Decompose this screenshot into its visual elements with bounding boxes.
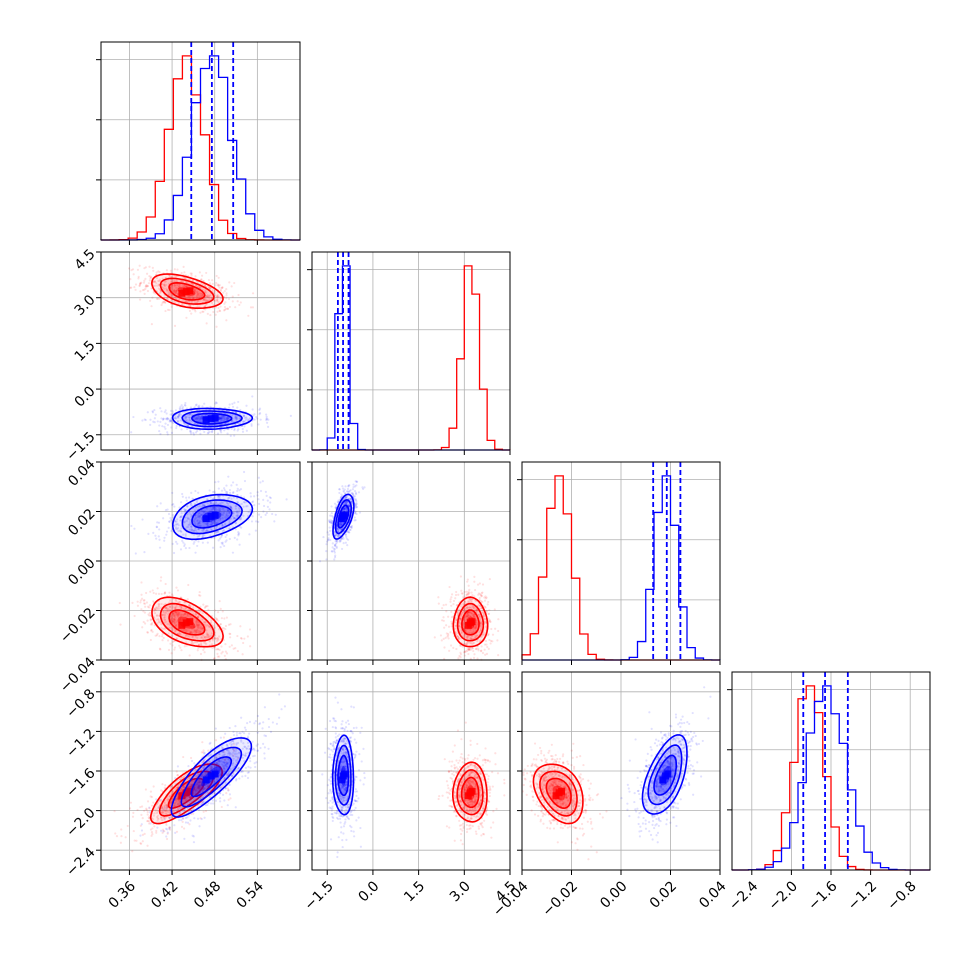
y-tick-label: 3.0 [72,292,99,319]
y-tick-label: −1.2 [63,726,98,761]
y-tick-label: 1.5 [72,338,99,365]
x-tick-label: 0.48 [191,878,224,911]
y-tick-label: 0.02 [65,506,98,539]
x-tick-label: −1.5 [301,878,336,913]
x-tick-label: 0.00 [597,878,630,911]
x-tick-label: −1.6 [805,878,840,913]
x-tick-label: −1.2 [845,878,880,913]
x-tick-label: −0.02 [539,878,581,920]
histogram-blue [312,266,510,450]
contour-blue-core [340,513,347,520]
y-tick-label: −2.4 [63,844,98,879]
y-tick-label: 0.00 [65,555,98,588]
y-tick-label: 4.5 [72,246,99,273]
contour-red-core [467,789,474,796]
y-tick-label: −0.02 [57,605,99,647]
contour-red-core [556,789,563,796]
x-tick-label: −2.0 [766,878,801,913]
x-tick-label: −0.8 [884,878,919,913]
x-tick-label: 0.0 [355,878,382,905]
y-tick-label: 0.0 [72,383,99,410]
x-tick-label: −2.4 [726,878,761,913]
y-tick-label: −0.04 [57,654,99,696]
contour-blue-core [208,415,215,422]
y-tick-label: −2.0 [63,805,98,840]
contour-red-core [467,619,474,626]
contour-red-core [183,288,190,295]
panel-frame-r1c1 [312,252,510,450]
y-tick-label: −1.5 [63,429,98,464]
x-tick-label: 1.5 [401,878,428,905]
x-tick-label: 0.36 [106,878,139,911]
x-tick-label: 3.0 [447,878,474,905]
contour-blue-core [208,513,215,520]
contour-red-core [183,619,190,626]
x-tick-label: 0.04 [696,878,729,911]
x-tick-label: 0.02 [647,878,680,911]
histogram-red [312,266,510,450]
x-tick-label: 0.42 [148,878,181,911]
histogram-blue [101,56,300,240]
contour-blue-core [340,772,347,779]
x-tick-label: 0.54 [234,878,267,911]
y-tick-label: −1.6 [63,765,98,800]
contour-blue-core [662,772,669,779]
contour-blue-core [208,772,215,779]
